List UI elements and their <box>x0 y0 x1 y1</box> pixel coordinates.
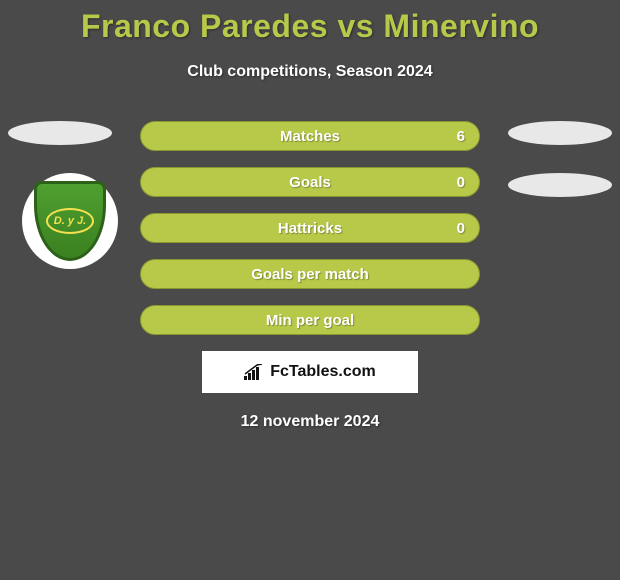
stat-rows: Matches 6 Goals 0 Hattricks 0 Goals per … <box>140 121 480 335</box>
stats-area: D. y J. Matches 6 Goals 0 Hattricks 0 Go… <box>0 121 620 431</box>
stat-row-matches: Matches 6 <box>140 121 480 151</box>
stat-value-right: 6 <box>457 128 465 145</box>
stat-label: Matches <box>280 128 340 145</box>
stat-row-min-per-goal: Min per goal <box>140 305 480 335</box>
club-badge-circle: D. y J. <box>22 173 118 269</box>
page-subtitle: Club competitions, Season 2024 <box>0 63 620 81</box>
club-badge-shield: D. y J. <box>34 181 106 261</box>
stat-row-hattricks: Hattricks 0 <box>140 213 480 243</box>
club-badge: D. y J. <box>22 173 118 269</box>
club-badge-text: D. y J. <box>46 208 94 234</box>
page-title: Franco Paredes vs Minervino <box>0 0 620 45</box>
stat-value-right: 0 <box>457 174 465 191</box>
stat-value-right: 0 <box>457 220 465 237</box>
stat-row-goals-per-match: Goals per match <box>140 259 480 289</box>
stat-row-goals: Goals 0 <box>140 167 480 197</box>
stat-label: Goals per match <box>251 266 369 283</box>
stat-label: Min per goal <box>266 312 354 329</box>
brand-logo-text: FcTables.com <box>270 363 376 381</box>
player-right-placeholder-1 <box>508 121 612 145</box>
stat-label: Hattricks <box>278 220 342 237</box>
date-text: 12 november 2024 <box>0 413 620 431</box>
player-right-placeholder-2 <box>508 173 612 197</box>
chart-icon <box>244 364 264 380</box>
player-left-placeholder-1 <box>8 121 112 145</box>
brand-logo-box: FcTables.com <box>202 351 418 393</box>
stat-label: Goals <box>289 174 331 191</box>
